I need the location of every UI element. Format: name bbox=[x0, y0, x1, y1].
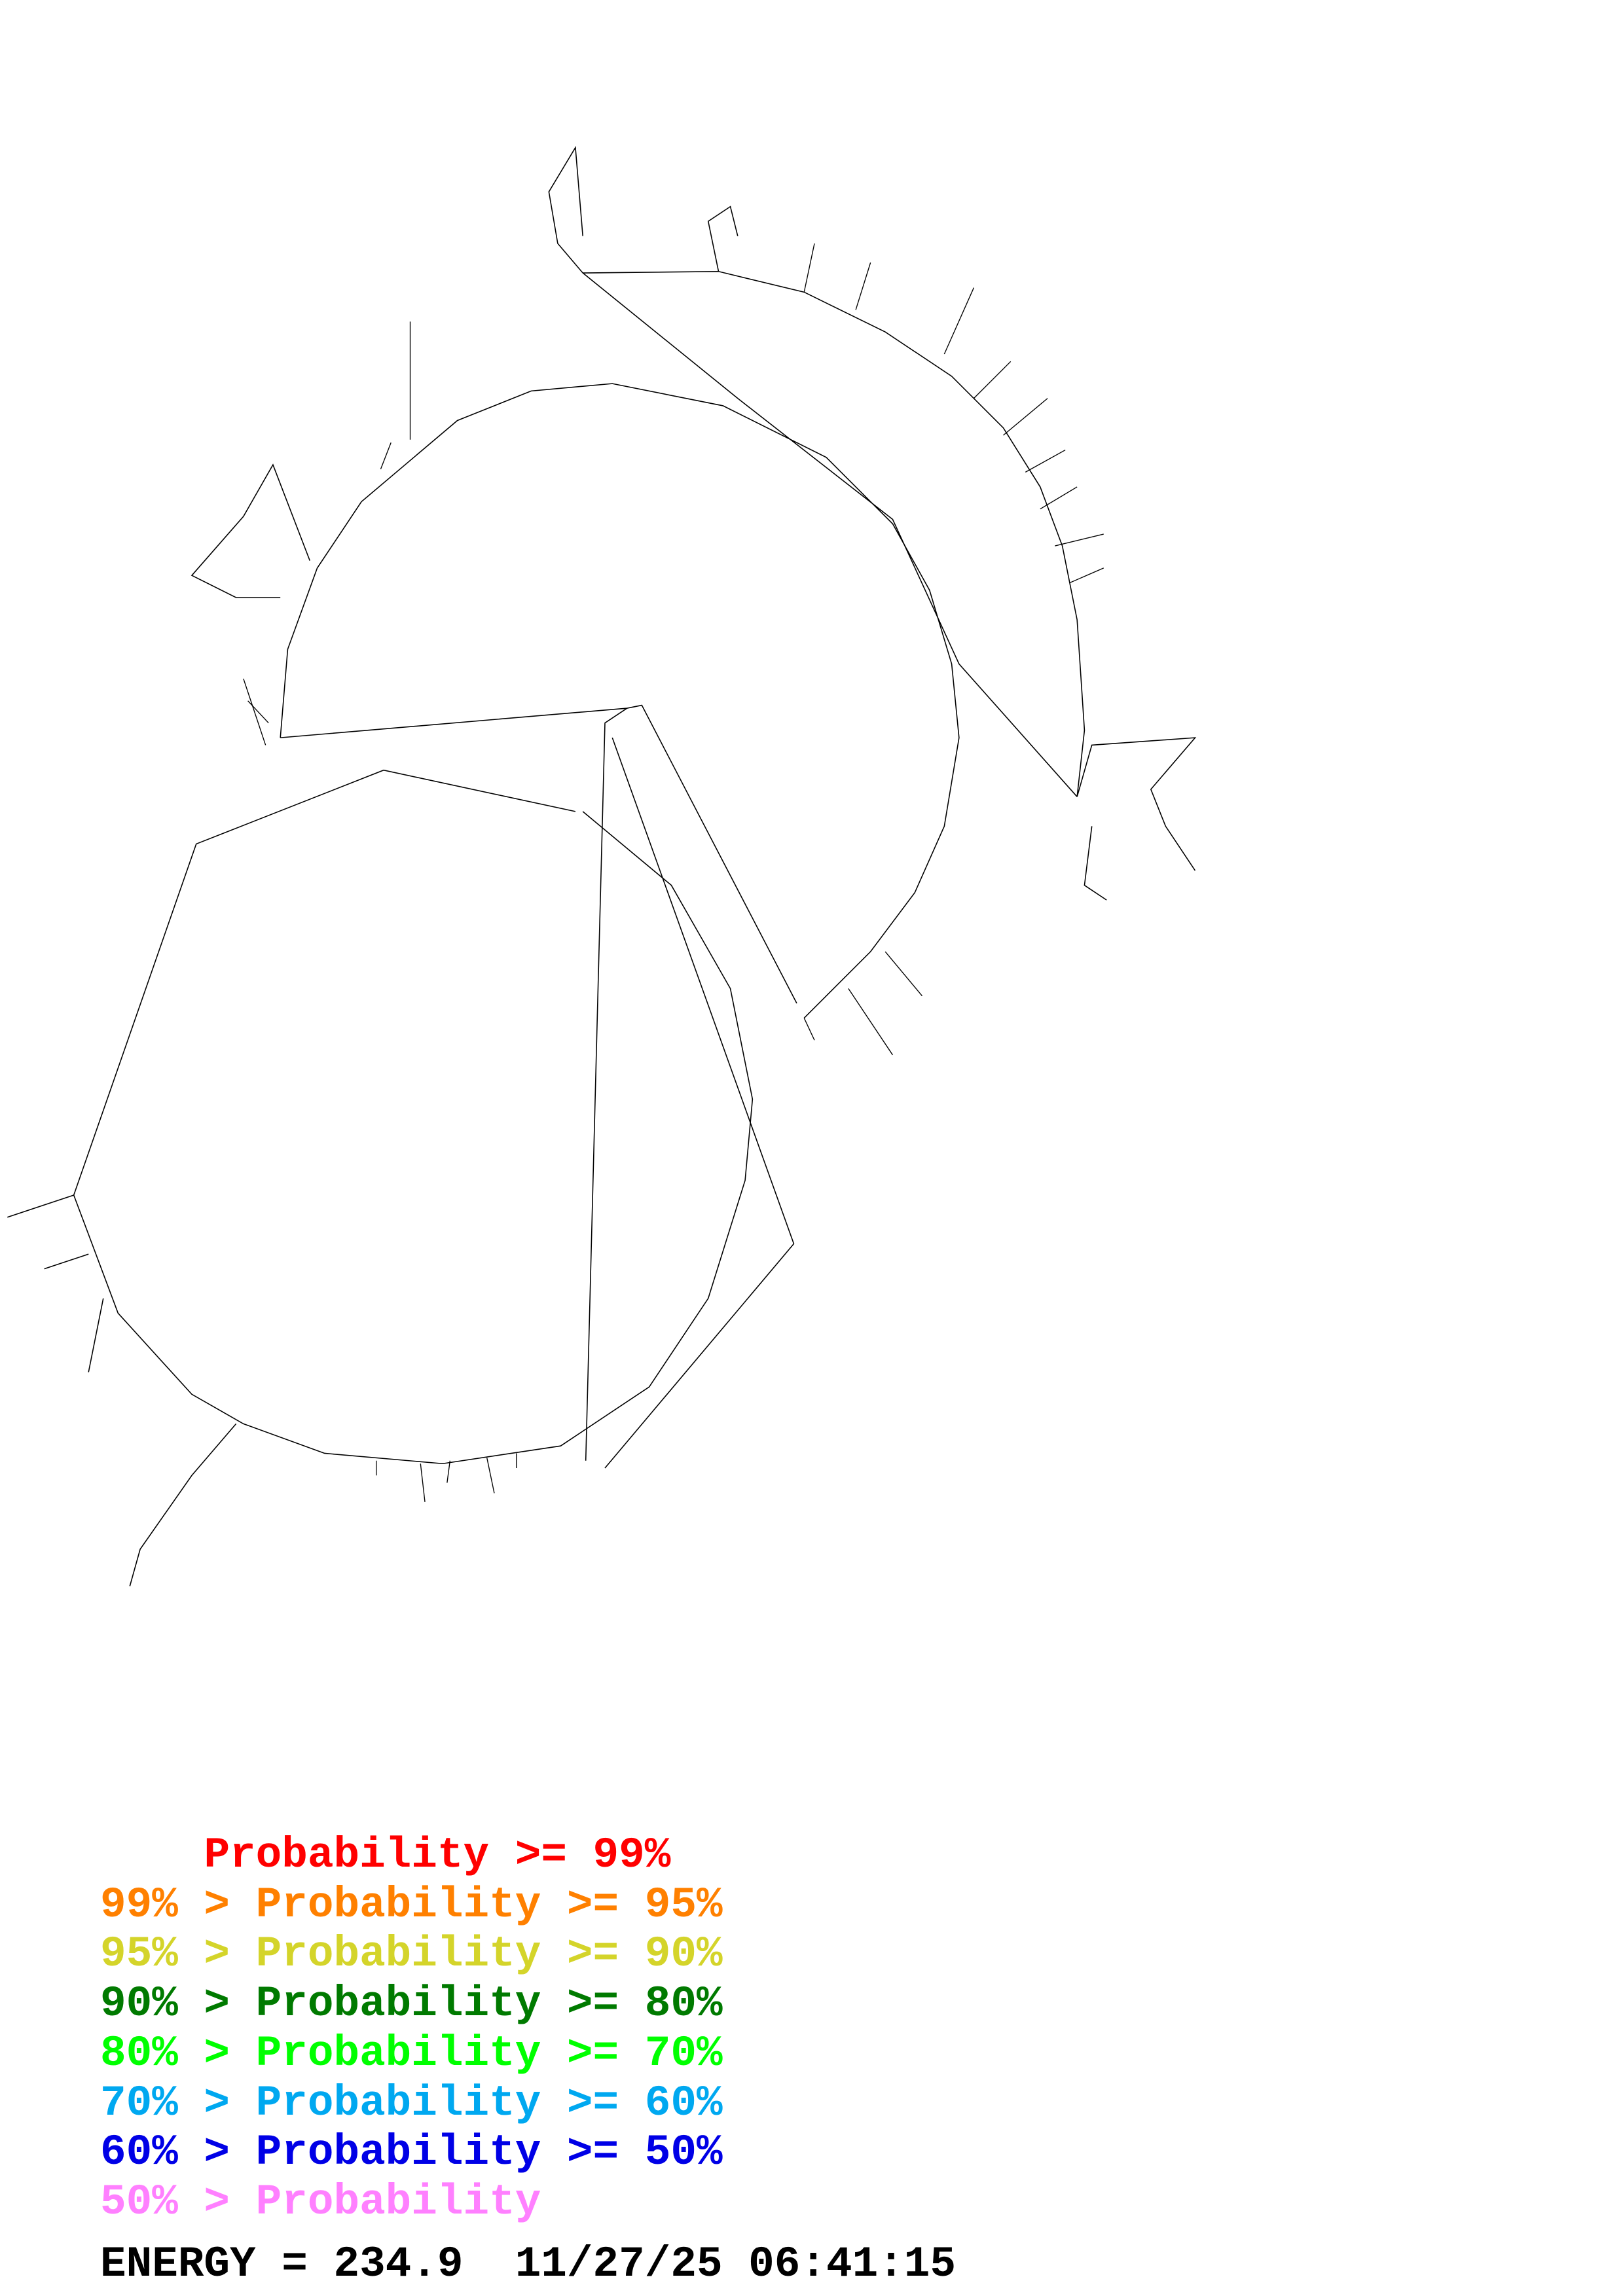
legend-row: Probability >= 99% bbox=[100, 1833, 1082, 1878]
legend-threshold: >= 95% bbox=[541, 1880, 723, 1929]
hairpin-stem bbox=[803, 1018, 815, 1041]
hairpin-stem bbox=[943, 287, 975, 355]
legend-label: Probability bbox=[255, 1929, 541, 1979]
hairpin-stem bbox=[447, 1460, 451, 1483]
rna-secondary-structure-diagram bbox=[7, 145, 1197, 1587]
backbone-long-link-2 bbox=[604, 737, 795, 1469]
legend-prefix: 50% > bbox=[100, 2178, 256, 2227]
legend-prefix: 90% > bbox=[100, 1979, 256, 2028]
legend-threshold: >= 50% bbox=[541, 2128, 723, 2177]
legend-label: Probability bbox=[255, 2029, 541, 2078]
legend-prefix: 70% > bbox=[100, 2079, 256, 2128]
legend-row: 50% > Probability bbox=[100, 2179, 1082, 2225]
legend-row: 70% > Probability >= 60% bbox=[100, 2081, 1082, 2126]
legend-label: Probability bbox=[255, 2079, 541, 2128]
hairpin-stem bbox=[855, 262, 871, 310]
hairpin-stem bbox=[247, 700, 269, 724]
legend-label: Probability bbox=[204, 1831, 490, 1880]
backbone-middle-link bbox=[280, 704, 797, 1004]
legend-row: 90% > Probability >= 80% bbox=[100, 1981, 1082, 2027]
legend-prefix: 80% > bbox=[100, 2029, 256, 2078]
hairpin-stem bbox=[1055, 533, 1104, 547]
hairpin-stem bbox=[1025, 449, 1066, 473]
helix-bottom-left bbox=[129, 1423, 237, 1587]
helix-top-left bbox=[548, 145, 583, 274]
helix-far-left-3 bbox=[88, 1298, 104, 1372]
energy-timestamp: ENERGY = 234.9 11/27/25 06:41:15 bbox=[100, 2240, 957, 2289]
hairpin-stem bbox=[1003, 398, 1048, 436]
legend-threshold: >= 99% bbox=[489, 1831, 671, 1880]
legend-threshold: >= 70% bbox=[541, 2029, 723, 2078]
helix-far-left-2 bbox=[44, 1253, 89, 1270]
helix-right-cluster bbox=[1076, 737, 1197, 871]
backbone-diagonal-link bbox=[582, 272, 1078, 797]
hairpin-stem bbox=[1040, 486, 1078, 510]
legend-row: 99% > Probability >= 95% bbox=[100, 1882, 1082, 1928]
legend-prefix: 95% > bbox=[100, 1929, 256, 1979]
legend-label: Probability bbox=[255, 1880, 541, 1929]
hairpin-stem bbox=[973, 361, 1012, 399]
hairpin-stem bbox=[1069, 567, 1104, 584]
legend-threshold: >= 80% bbox=[541, 1979, 723, 2028]
hairpin-stem bbox=[243, 678, 266, 745]
legend-row: 60% > Probability >= 50% bbox=[100, 2130, 1082, 2176]
legend-label: Probability bbox=[255, 2128, 541, 2177]
legend-label: Probability bbox=[255, 2178, 541, 2227]
backbone-bottom-circle bbox=[73, 769, 754, 1465]
hairpin-stem bbox=[380, 442, 392, 470]
legend-row: 95% > Probability >= 90% bbox=[100, 1931, 1082, 1977]
backbone-long-link-1 bbox=[585, 708, 628, 1461]
legend-threshold: >= 60% bbox=[541, 2079, 723, 2128]
legend-prefix: 99% > bbox=[100, 1880, 256, 1929]
legend-prefix: 60% > bbox=[100, 2128, 256, 2177]
hairpin-stem bbox=[803, 243, 815, 293]
legend-row: 80% > Probability >= 70% bbox=[100, 2031, 1082, 2077]
hairpin-stem bbox=[884, 951, 923, 997]
helix-left-cluster bbox=[191, 463, 310, 598]
backbone-top-right-arc bbox=[583, 270, 1085, 797]
probability-legend: Probability >= 99% 99% > Probability >= … bbox=[100, 1833, 1082, 2232]
helix-far-left bbox=[7, 1194, 74, 1218]
hairpin-stem bbox=[420, 1463, 426, 1502]
legend-threshold: >= 90% bbox=[541, 1929, 723, 1979]
helix-right-lower bbox=[1084, 826, 1107, 901]
hairpin-stem bbox=[848, 988, 894, 1056]
helix-top bbox=[707, 206, 739, 272]
legend-prefix bbox=[100, 1831, 204, 1880]
backbone-middle-circle bbox=[280, 383, 960, 1019]
legend-label: Probability bbox=[255, 1979, 541, 2028]
hairpin-stem bbox=[486, 1458, 495, 1494]
